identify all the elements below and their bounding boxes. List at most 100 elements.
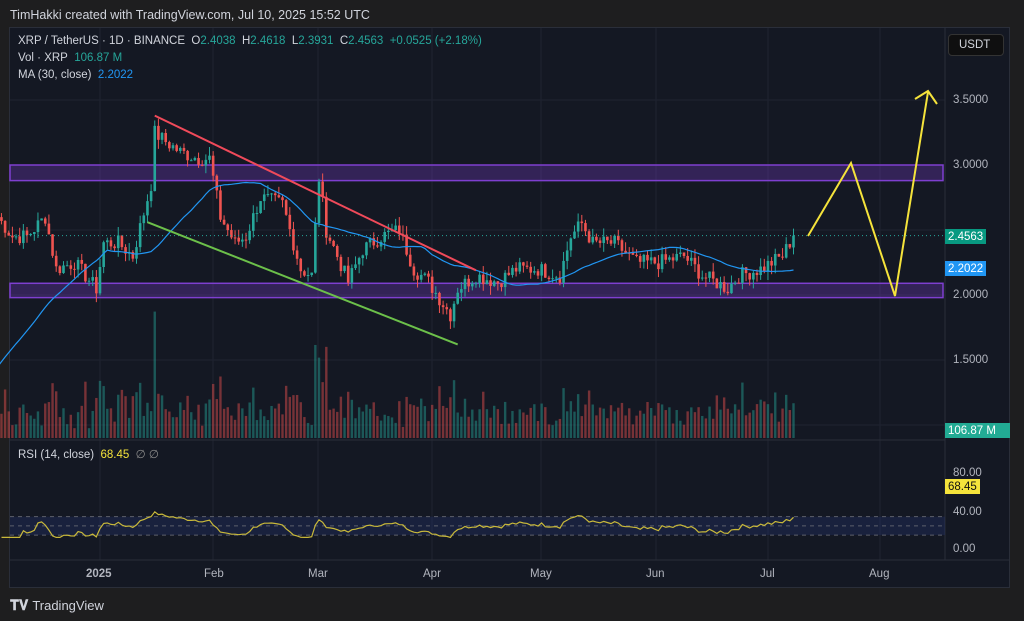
candle-body xyxy=(102,242,105,268)
time-tick: May xyxy=(530,568,552,580)
candle-body xyxy=(175,145,178,151)
volume-bar xyxy=(201,425,204,438)
candle-body xyxy=(14,236,18,238)
volume-bar xyxy=(193,419,197,438)
candle-body xyxy=(580,221,584,224)
symbol-label[interactable]: XRP / TetherUS · 1D · BINANCE xyxy=(18,35,186,47)
volume-bar xyxy=(190,412,193,438)
candle-body xyxy=(412,266,416,276)
volume-bar xyxy=(168,411,171,438)
projection-arrow-icon xyxy=(914,89,938,105)
rsi-legend[interactable]: RSI (14, close) 68.45 ∅ ∅ xyxy=(18,447,159,461)
candle-body xyxy=(682,252,686,256)
volume-bar xyxy=(752,410,755,438)
candle-body xyxy=(438,292,441,306)
candle-body xyxy=(591,236,595,243)
candle-body xyxy=(460,289,463,293)
ma-legend[interactable]: MA (30, close) 2.2022 xyxy=(18,69,133,81)
currency-button[interactable]: USDT xyxy=(948,34,1004,56)
candle-body xyxy=(726,291,730,294)
volume-bar xyxy=(763,401,766,438)
volume-bar xyxy=(222,408,226,438)
last-price-tag: 2.4563 xyxy=(945,229,987,244)
volume-bar xyxy=(558,418,562,438)
candle-body xyxy=(536,271,540,276)
volume-bar xyxy=(182,409,186,438)
volume-bar xyxy=(281,414,284,438)
volume-legend[interactable]: Vol · XRP 106.87 M xyxy=(18,52,122,64)
candle-body xyxy=(237,237,240,242)
volume-bar xyxy=(339,396,343,438)
candle-body xyxy=(518,262,522,272)
candle-body xyxy=(179,147,182,151)
volume-bar xyxy=(409,404,412,438)
candle-body xyxy=(445,307,449,310)
candle-body xyxy=(215,175,219,191)
volume-bar xyxy=(595,415,598,438)
candle-body xyxy=(354,264,357,269)
candle-body xyxy=(540,264,543,276)
volume-bar xyxy=(755,404,759,438)
volume-bar xyxy=(441,405,445,438)
volume-bar xyxy=(485,409,489,438)
candle-body xyxy=(398,225,401,235)
volume-bar xyxy=(336,411,339,438)
volume-bar xyxy=(303,417,306,438)
candle-body xyxy=(565,250,569,261)
candle-body xyxy=(423,273,427,275)
candle-body xyxy=(675,253,678,261)
volume-bar xyxy=(25,413,29,438)
volume-bar xyxy=(624,415,627,438)
candle-body xyxy=(471,283,474,287)
volume-bar xyxy=(76,412,80,438)
candle-body xyxy=(343,265,346,272)
volume-bar xyxy=(383,414,386,438)
candle-body xyxy=(120,235,124,248)
volume-bar xyxy=(321,382,324,438)
volume-bar xyxy=(394,422,397,438)
volume-bar xyxy=(317,357,321,438)
time-tick: Feb xyxy=(204,568,224,580)
candle-body xyxy=(492,281,496,286)
volume-bar xyxy=(171,417,175,438)
candle-body xyxy=(416,275,419,280)
candle-body xyxy=(752,272,755,280)
time-tick: Mar xyxy=(308,568,328,580)
volume-bar xyxy=(3,389,7,438)
candle-body xyxy=(277,195,281,198)
volume-bar xyxy=(664,410,667,438)
volume-bar xyxy=(620,402,624,438)
volume-bar xyxy=(0,413,3,438)
ma-tag: 2.2022 xyxy=(945,261,987,276)
volume-bar xyxy=(343,417,346,438)
candle-body xyxy=(303,271,306,276)
candle-body xyxy=(441,305,445,308)
volume-bar xyxy=(310,425,313,438)
volume-bar xyxy=(29,415,32,438)
chart-panel[interactable] xyxy=(9,27,1010,588)
volume-bar xyxy=(496,409,500,438)
volume-bar xyxy=(675,410,678,438)
volume-bar xyxy=(427,421,430,438)
candle-body xyxy=(65,265,69,267)
candle-body xyxy=(500,283,503,288)
volume-bar xyxy=(36,411,40,438)
time-tick: Jun xyxy=(646,568,665,580)
volume-bar xyxy=(179,402,182,438)
volume-bar xyxy=(562,388,565,438)
candle-body xyxy=(350,268,354,283)
candle-body xyxy=(777,253,781,257)
candle-body xyxy=(489,280,492,286)
volume-bar xyxy=(379,420,383,438)
volume-bar xyxy=(390,417,394,438)
candle-body xyxy=(784,244,788,258)
tradingview-logo[interactable]: 𝐓𝐕 TradingView xyxy=(10,597,104,614)
volume-bar xyxy=(7,411,10,438)
candle-body xyxy=(69,265,73,269)
candle-body xyxy=(149,191,153,202)
volume-bar xyxy=(708,406,711,438)
volume-bar xyxy=(518,409,521,438)
volume-bar xyxy=(347,391,350,438)
volume-bar xyxy=(401,426,405,438)
